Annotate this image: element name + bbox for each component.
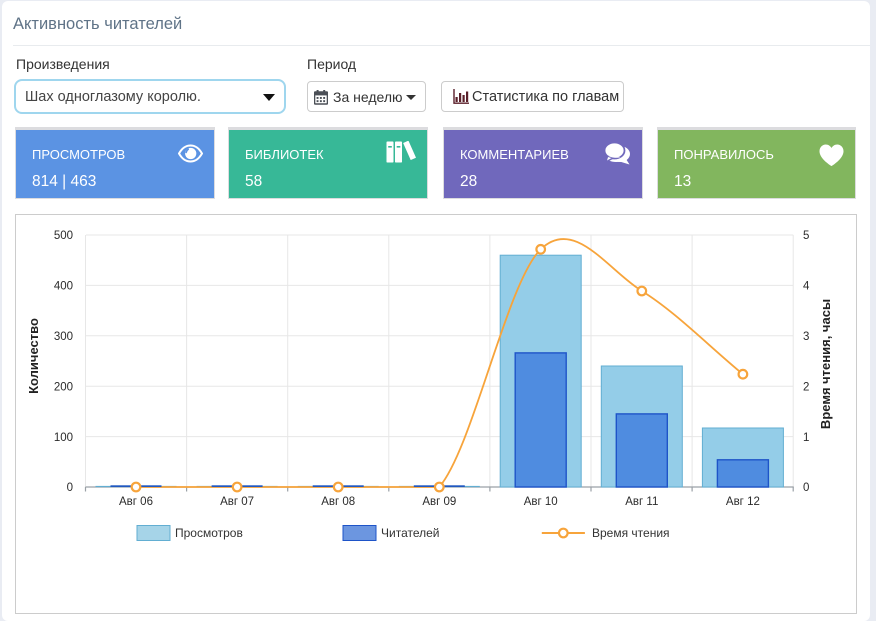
svg-text:Авг 09: Авг 09 [422, 496, 456, 508]
svg-text:Авг 10: Авг 10 [524, 496, 558, 508]
svg-text:100: 100 [54, 432, 73, 444]
svg-text:300: 300 [54, 331, 73, 343]
svg-text:Авг 08: Авг 08 [321, 496, 355, 508]
svg-text:Авг 06: Авг 06 [119, 496, 153, 508]
svg-text:500: 500 [54, 230, 73, 242]
svg-text:Читателей: Читателей [381, 526, 440, 540]
svg-text:200: 200 [54, 381, 73, 393]
svg-text:Авг 11: Авг 11 [625, 496, 658, 508]
svg-text:Авг 12: Авг 12 [726, 496, 760, 508]
svg-text:Время чтения: Время чтения [592, 526, 670, 540]
svg-text:3: 3 [803, 331, 809, 343]
svg-text:Авг 07: Авг 07 [220, 496, 254, 508]
svg-text:4: 4 [803, 281, 810, 293]
svg-text:0: 0 [803, 482, 809, 494]
svg-text:Время чтения, часы: Время чтения, часы [818, 299, 833, 429]
svg-text:1: 1 [803, 432, 809, 444]
svg-text:400: 400 [54, 281, 73, 293]
svg-text:Просмотров: Просмотров [175, 526, 243, 540]
svg-text:Количество: Количество [26, 318, 41, 394]
svg-text:2: 2 [803, 381, 809, 393]
svg-text:5: 5 [803, 230, 809, 242]
svg-text:0: 0 [67, 482, 73, 494]
